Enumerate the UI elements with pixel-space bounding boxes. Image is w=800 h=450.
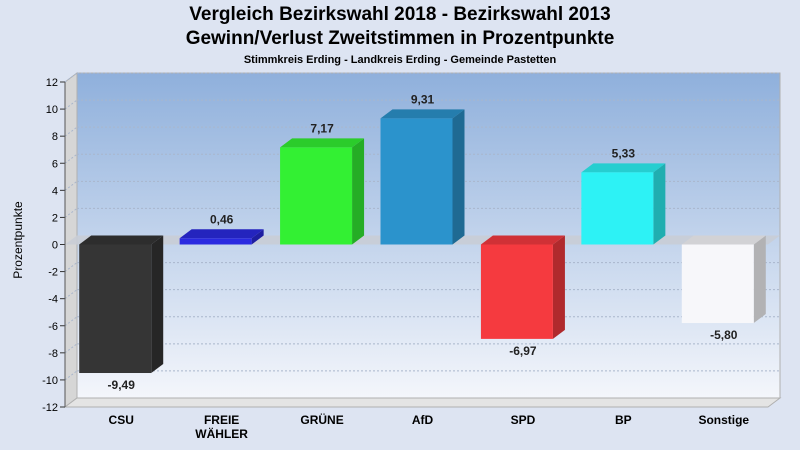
- bar-front: [179, 238, 252, 245]
- bar-4: [480, 235, 565, 339]
- bar-side: [753, 235, 766, 324]
- y-tick-label: 12: [46, 77, 58, 89]
- y-tick-label: -6: [48, 321, 58, 333]
- bar-front: [79, 244, 152, 374]
- gridline-side: [64, 99, 78, 110]
- data-label: -9,49: [108, 378, 136, 392]
- gridline-side: [64, 370, 78, 381]
- y-tick-label: -8: [48, 348, 58, 360]
- data-label: 5,33: [612, 146, 636, 160]
- bar-side: [452, 109, 465, 245]
- y-tick-label: 8: [52, 131, 58, 143]
- bar-side: [552, 235, 565, 339]
- bar-top: [380, 109, 465, 119]
- bar-side: [653, 163, 666, 245]
- chart-subtitle: Gewinn/Verlust Zweitstimmen in Prozentpu…: [185, 28, 615, 49]
- bar-top: [280, 138, 365, 148]
- bar-6: [681, 235, 766, 324]
- x-tick-label: FREIE: [204, 413, 239, 427]
- bar-5: [581, 163, 666, 245]
- gridline-side: [64, 180, 78, 191]
- bar-top: [179, 229, 264, 239]
- bar-1: [179, 229, 264, 245]
- bar-side: [352, 138, 365, 245]
- bar-front: [380, 118, 453, 245]
- y-tick-label: -10: [42, 375, 58, 387]
- x-tick-label: GRÜNE: [300, 412, 343, 427]
- x-tick-label: BP: [615, 413, 632, 427]
- bar-0: [79, 235, 164, 374]
- y-tick-label: 4: [52, 185, 58, 197]
- x-tick-label: Sonstige: [698, 413, 749, 427]
- chart-title: Vergleich Bezirkswahl 2018 - Bezirkswahl…: [189, 4, 611, 25]
- x-tick-label: AfD: [412, 413, 434, 427]
- y-tick-label: 2: [52, 212, 58, 224]
- y-axis-label: Prozentpunkte: [11, 201, 25, 279]
- bar-front: [480, 244, 553, 339]
- bar-top: [480, 235, 565, 245]
- gridline-side: [64, 262, 78, 272]
- bar-top: [581, 163, 666, 173]
- x-tick-label: CSU: [109, 413, 134, 427]
- plot-floor: [63, 397, 782, 408]
- gridline-side: [64, 153, 78, 164]
- bar-front: [280, 147, 353, 245]
- data-label: 9,31: [411, 92, 435, 106]
- bar-front: [581, 172, 654, 245]
- data-label: 0,46: [210, 212, 234, 226]
- gridline-side: [64, 208, 78, 218]
- data-label: -5,80: [710, 328, 738, 342]
- bar-3: [380, 109, 465, 245]
- y-tick-label: -2: [48, 267, 58, 279]
- gridline-side: [64, 316, 78, 327]
- y-tick-label: 10: [46, 104, 58, 116]
- y-tick-label: -12: [42, 402, 58, 414]
- data-label: -6,97: [509, 344, 537, 358]
- chart-caption: Stimmkreis Erding - Landkreis Erding - G…: [243, 54, 557, 66]
- bar-2: [280, 138, 365, 245]
- y-tick-label: 0: [52, 240, 58, 252]
- bar-side: [251, 229, 264, 245]
- bar-top: [681, 235, 766, 245]
- bar-top: [79, 235, 164, 245]
- gridline-side: [64, 126, 78, 137]
- y-tick-label: 6: [52, 158, 58, 170]
- gridline-side: [64, 72, 78, 83]
- gridline-side: [64, 343, 78, 354]
- bar-side: [151, 235, 164, 374]
- gridline-side: [64, 289, 78, 300]
- x-tick-label: WÄHLER: [195, 426, 248, 441]
- y-tick-label: -4: [48, 294, 58, 306]
- bar-front: [681, 244, 754, 324]
- data-label: 7,17: [310, 121, 334, 135]
- x-tick-label: SPD: [511, 413, 536, 427]
